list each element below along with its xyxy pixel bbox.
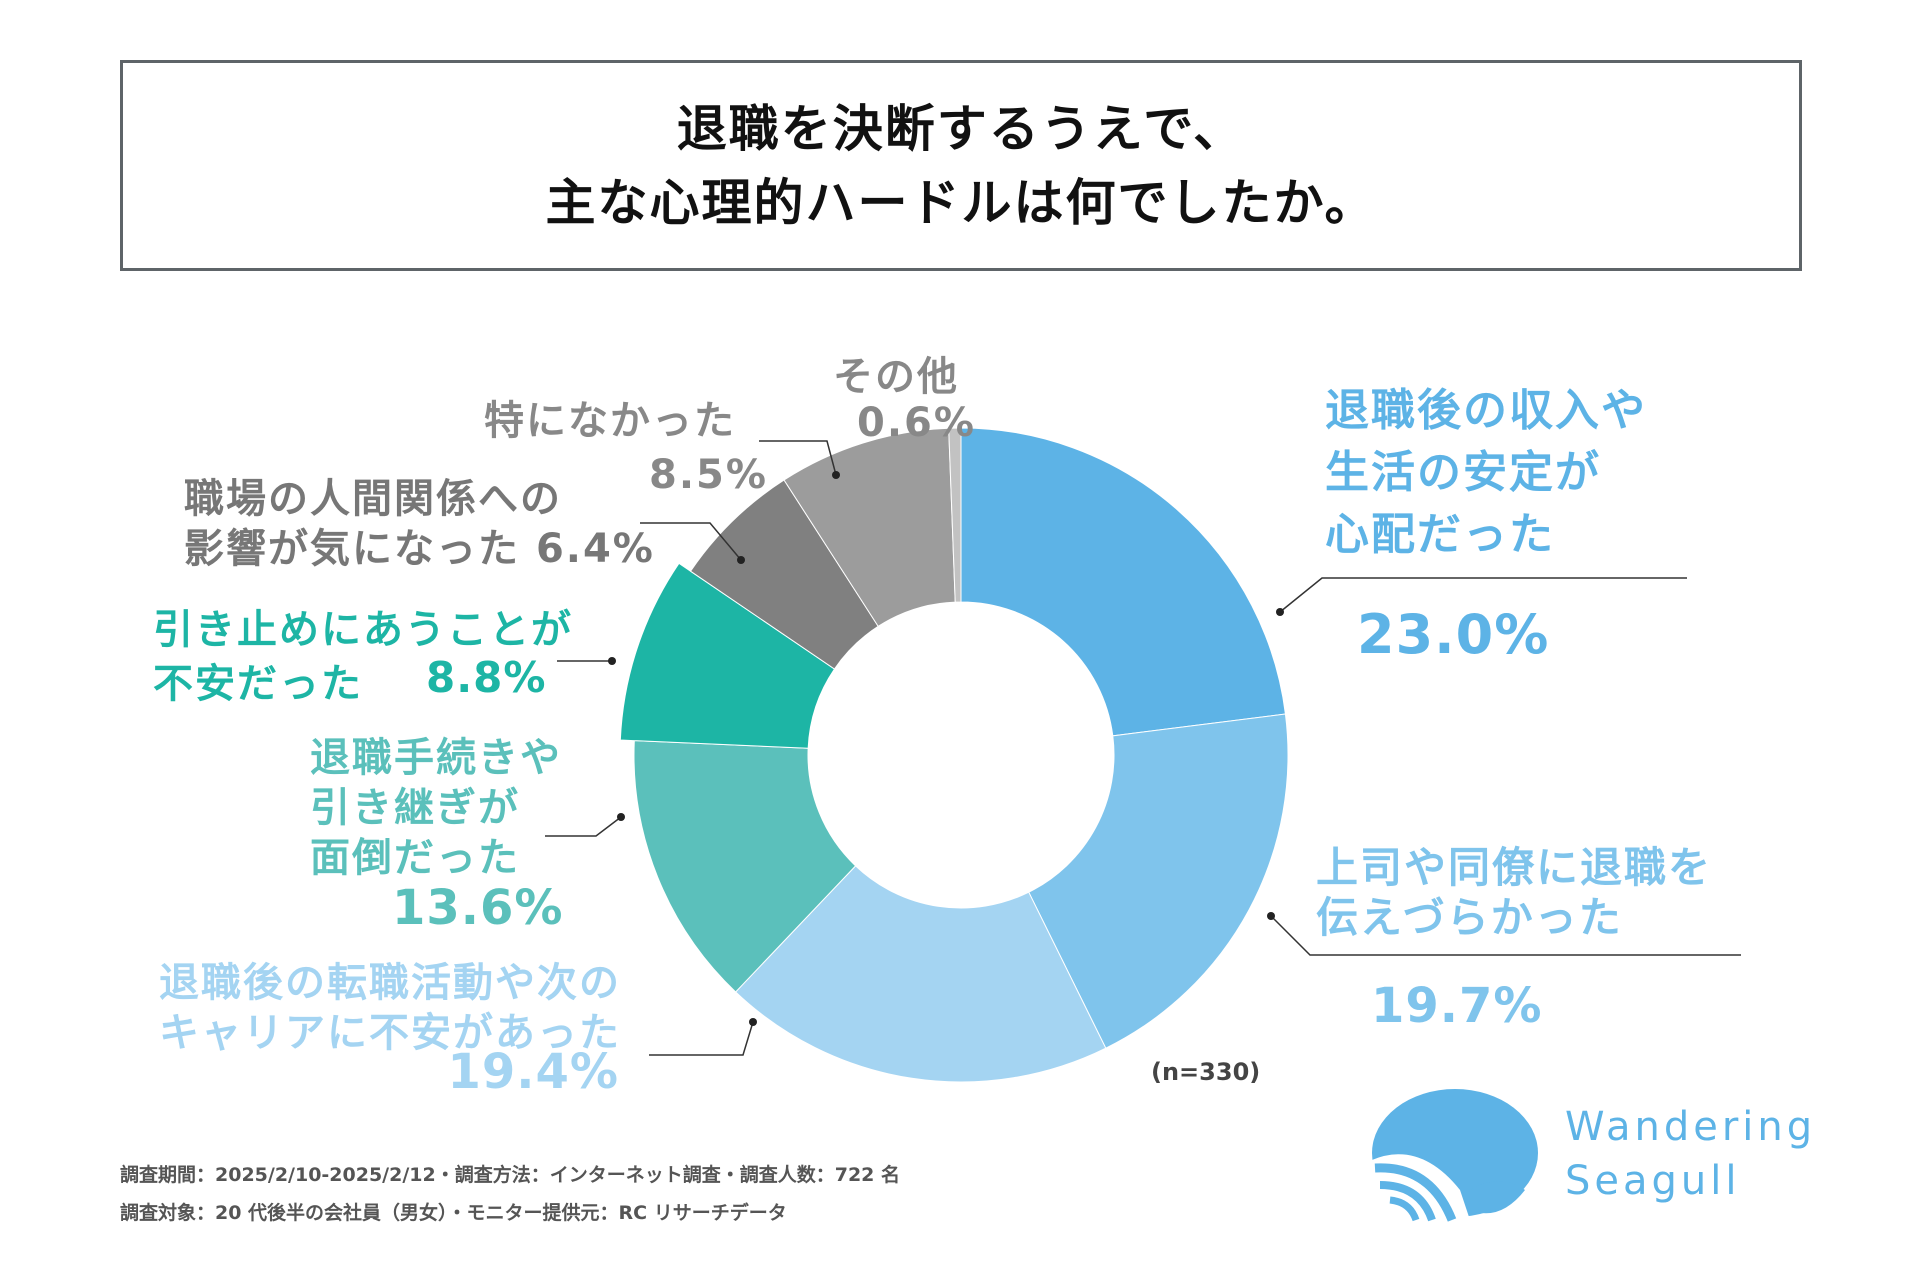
- leader-dot-4: [608, 657, 616, 665]
- donut-slice-3: [633, 740, 857, 993]
- slice-label-5: 職場の人間関係への 影響が気になった 6.4%: [184, 476, 655, 572]
- leader-dot-6: [832, 471, 840, 479]
- slice-label-4: 引き止めにあうことが 不安だった: [153, 607, 573, 707]
- slice-label-2: 退職後の転職活動や次の キャリアに不安があった: [159, 960, 621, 1056]
- leader-line-2: [649, 1021, 754, 1056]
- leader-line-3: [545, 816, 622, 837]
- leader-line-0: [1279, 577, 1687, 613]
- leader-dot-3: [617, 813, 625, 821]
- slice-pct-4: 8.8%: [426, 653, 547, 702]
- donut-slice-2: [734, 865, 1107, 1083]
- title-line-1: 退職を決断するうえで、: [676, 99, 1246, 158]
- logo-mark: [1372, 1089, 1538, 1222]
- donut-slice-7: [948, 427, 962, 603]
- slice-label-7: その他: [833, 354, 959, 400]
- donut-slice-0: [960, 427, 1286, 737]
- footer-line-1: 調査期間：2025/2/10-2025/2/12・調査方法：インターネット調査・…: [120, 1164, 901, 1186]
- slice-label-3: 退職手続きや 引き継ぎが 面倒だった: [310, 735, 562, 881]
- leader-line-1: [1270, 915, 1741, 956]
- leader-line-6: [759, 440, 837, 476]
- leader-dot-1: [1267, 912, 1275, 920]
- donut-slice-1: [1028, 713, 1289, 1049]
- slice-pct-1: 19.7%: [1371, 978, 1543, 1034]
- slice-pct-5: 6.4%: [535, 526, 655, 572]
- slice-label-6: 特になかった: [484, 398, 736, 444]
- title-box: 退職を決断するうえで、 主な心理的ハードルは何でしたか。: [120, 60, 1802, 271]
- slice-pct-2: 19.4%: [447, 1044, 619, 1100]
- leader-dot-2: [749, 1018, 757, 1026]
- leader-dot-0: [1276, 608, 1284, 616]
- footer-line-2: 調査対象：20 代後半の会社員（男女）・モニター提供元：RC リサーチデータ: [120, 1202, 787, 1224]
- slice-label-0: 退職後の収入や 生活の安定が 心配だった: [1325, 385, 1647, 560]
- slice-pct-7: 0.6%: [857, 400, 976, 446]
- slice-pct-3: 13.6%: [392, 880, 564, 936]
- slice-label-1: 上司や同僚に退職を 伝えづらかった: [1316, 843, 1713, 942]
- donut-slice-4: [619, 562, 836, 749]
- title-line-2: 主な心理的ハードルは何でしたか。: [545, 173, 1377, 232]
- sample-size: (n=330): [1151, 1058, 1261, 1086]
- leader-dot-5: [737, 556, 745, 564]
- logo-text: Wandering Seagull: [1565, 1104, 1817, 1204]
- leader-line-5: [640, 522, 742, 561]
- slice-pct-6: 8.5%: [649, 452, 768, 498]
- slice-pct-0: 23.0%: [1357, 603, 1550, 666]
